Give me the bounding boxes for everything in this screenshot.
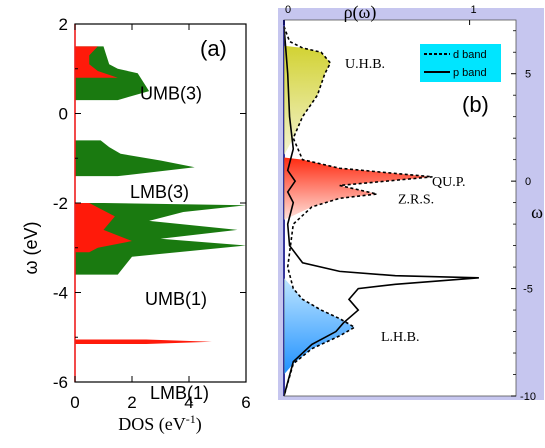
panel-a: 0 2 4 6 2 0 -2 -4 -6 (a) ω (eV) DOS (eV-1) UMB(3… — [21, 15, 251, 435]
panel-a-xlabel-sup: -1 — [186, 412, 196, 426]
panel-a-xlabel: DOS (eV-1) — [118, 412, 202, 435]
b-x-tick-label: 0 — [285, 4, 291, 16]
band-label: UMB(1) — [145, 289, 207, 309]
b-y-tick-label: -5 — [523, 284, 533, 296]
legend-p-band-label: p band — [453, 67, 487, 79]
annotation-label: QU.P. — [432, 175, 465, 190]
panel-a-fills — [75, 46, 246, 344]
b-y-tick-label: -10 — [520, 391, 536, 403]
y-tick-label: -2 — [53, 194, 68, 213]
x-tick-label: 4 — [184, 393, 193, 412]
panel-b-fills — [284, 45, 433, 375]
b-y-tick-label: 0 — [525, 176, 531, 188]
y-tick-label: 2 — [59, 15, 68, 34]
panel-a-band-labels: UMB(3) LMB(3) UMB(1) LMB(1) — [130, 83, 209, 403]
y-tick-label: -4 — [53, 284, 68, 303]
panel-b-ylabel: ω — [531, 202, 543, 222]
dos-band-fill-1 — [75, 46, 118, 78]
panel-b-annotations: U.H.B. QU.P. Z.R.S. L.H.B. — [345, 57, 465, 345]
panel-b-xlabel: ρ(ω) — [344, 2, 377, 23]
panel-b: 0 1 5 0 -5 -10 ρ(ω) ω (b) d band p band U.H.B… — [278, 2, 544, 403]
panel-b-frame — [283, 19, 517, 397]
band-label: LMB(3) — [130, 182, 189, 202]
y-tick-label: 0 — [59, 105, 68, 124]
annotation-label: Z.R.S. — [398, 192, 434, 207]
panel-b-legend: d band p band — [420, 44, 501, 82]
b-x-tick-label: 1 — [471, 4, 477, 16]
uhb-fill — [284, 45, 331, 156]
dos-band-fill-2 — [75, 140, 195, 177]
qup-fill — [284, 157, 433, 220]
legend-d-band-label: d band — [453, 49, 487, 61]
panel-a-ylabel: ω (eV) — [21, 221, 41, 274]
annotation-label: U.H.B. — [345, 57, 385, 72]
panel-a-xlabel-main: DOS (eV — [118, 414, 186, 435]
panel-b-label: (b) — [462, 92, 489, 117]
panel-a-ticks: 0 2 4 6 2 0 -2 -4 -6 — [53, 15, 251, 412]
band-label: LMB(1) — [150, 383, 209, 403]
panel-a-xlabel-close: ) — [196, 414, 202, 435]
x-tick-label: 0 — [70, 393, 79, 412]
b-y-tick-label: 5 — [525, 69, 531, 81]
dos-band-fill-5 — [75, 339, 212, 344]
dos-band-fill-4 — [75, 203, 132, 253]
d-band-line — [283, 26, 433, 397]
dos-band-fill-0 — [75, 46, 150, 101]
legend-box — [420, 44, 501, 82]
dos-band-fill-3 — [75, 203, 246, 275]
lhb-fill — [284, 277, 355, 375]
panel-b-ticks: 0 1 5 0 -5 -10 — [283, 4, 536, 403]
x-tick-label: 6 — [241, 393, 250, 412]
panel-a-label: (a) — [200, 36, 227, 61]
x-tick-label: 2 — [127, 393, 136, 412]
annotation-label: L.H.B. — [381, 330, 420, 345]
panel-b-lines — [283, 26, 479, 397]
band-label: UMB(3) — [140, 83, 202, 103]
p-band-line — [283, 26, 479, 397]
y-tick-label: -6 — [53, 373, 68, 392]
